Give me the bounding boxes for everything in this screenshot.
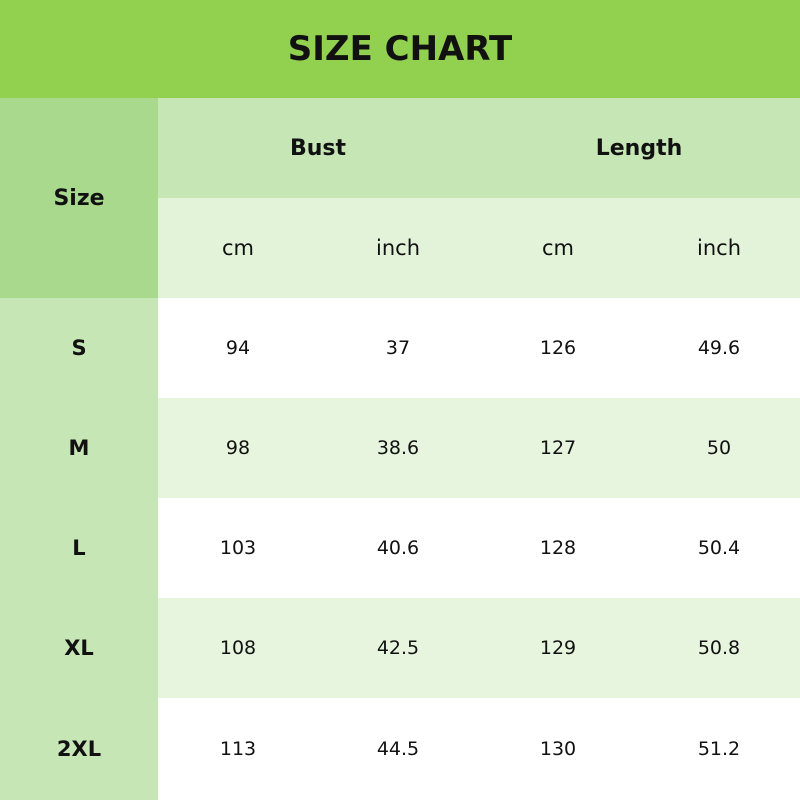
row-size-label: S: [0, 298, 158, 398]
row-size-label: M: [0, 398, 158, 498]
table-cell: 94: [158, 298, 318, 398]
table-cell: 38.6: [318, 398, 478, 498]
size-column-header: Size: [0, 98, 158, 298]
table-cell: 50.4: [638, 498, 800, 598]
size-chart-title: SIZE CHART: [0, 0, 800, 98]
table-cell: 50.8: [638, 598, 800, 698]
table-cell: 98: [158, 398, 318, 498]
row-size-label: XL: [0, 598, 158, 698]
table-cell: 42.5: [318, 598, 478, 698]
bust-header: Bust: [158, 98, 478, 198]
bust-inch-header: inch: [318, 198, 478, 298]
table-cell: 128: [478, 498, 638, 598]
table-cell: 126: [478, 298, 638, 398]
size-table: Size Bust Length cm inch cm inch S 94 37 12…: [0, 98, 800, 800]
table-cell: 129: [478, 598, 638, 698]
length-header: Length: [478, 98, 800, 198]
table-cell: 37: [318, 298, 478, 398]
length-inch-header: inch: [638, 198, 800, 298]
table-cell: 44.5: [318, 698, 478, 800]
bust-cm-header: cm: [158, 198, 318, 298]
table-cell: 113: [158, 698, 318, 800]
row-size-label: L: [0, 498, 158, 598]
length-cm-header: cm: [478, 198, 638, 298]
table-cell: 50: [638, 398, 800, 498]
table-cell: 40.6: [318, 498, 478, 598]
row-size-label: 2XL: [0, 698, 158, 800]
table-cell: 108: [158, 598, 318, 698]
table-cell: 103: [158, 498, 318, 598]
table-cell: 130: [478, 698, 638, 800]
table-cell: 127: [478, 398, 638, 498]
table-cell: 51.2: [638, 698, 800, 800]
table-cell: 49.6: [638, 298, 800, 398]
